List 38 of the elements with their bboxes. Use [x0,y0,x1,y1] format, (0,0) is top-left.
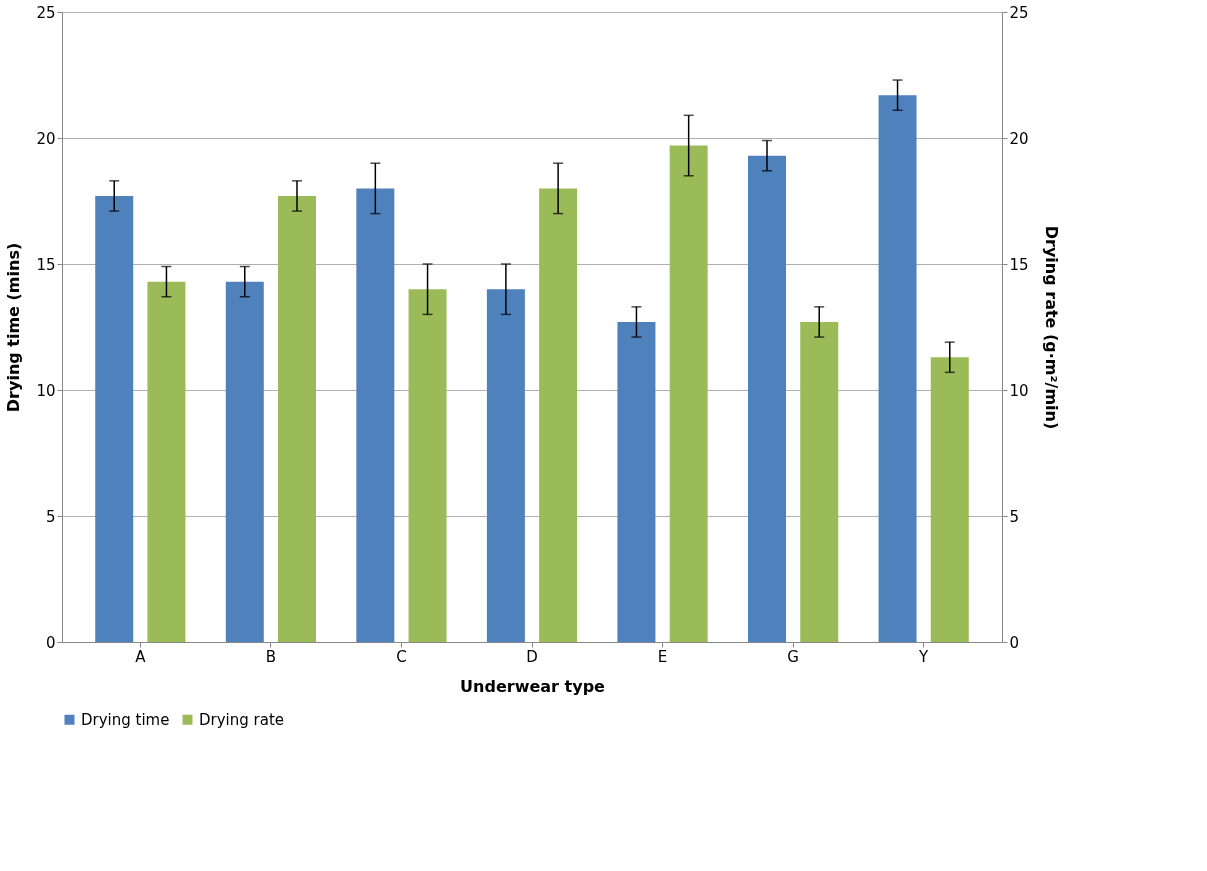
y2-tick-label: 5 [1009,507,1020,526]
y-tick-label: 15 [36,255,56,274]
y2-tick-label: 25 [1009,3,1029,22]
legend-label: Drying rate [199,710,285,729]
bar [486,289,525,642]
legend-label: Drying time [81,710,170,729]
bar [748,155,786,642]
bar [278,195,316,642]
y2-tick-label: 0 [1009,633,1020,652]
bar [95,195,134,642]
bar [225,281,264,642]
bar [356,188,395,642]
y-tick-label: 20 [36,129,56,148]
x-axis-title: Underwear type [460,676,606,696]
y2-tick-label: 20 [1009,129,1029,148]
bar [878,95,917,642]
y-tick-label: 0 [45,633,56,652]
x-tick-label: E [657,647,668,666]
bar [617,321,656,642]
y-tick-label: 10 [36,381,56,400]
y-tick-label: 5 [45,507,56,526]
x-tick-label: B [265,647,277,666]
x-tick-label: C [396,647,407,666]
bar [800,321,839,642]
bar [539,188,578,642]
bar [147,281,186,642]
y2-axis-title: Drying rate (g·m²/min) [1041,225,1061,430]
x-tick-label: A [135,647,147,666]
y2-tick-label: 10 [1009,381,1029,400]
y2-tick-label: 15 [1009,255,1029,274]
bar [408,289,447,642]
x-tick-label: G [787,647,799,666]
x-tick-label: Y [918,647,930,666]
bar [669,145,708,642]
x-tick-label: D [526,647,538,666]
y-axis-title: Drying time (mins) [4,242,24,413]
bar [930,357,969,642]
y-tick-label: 25 [36,3,56,22]
